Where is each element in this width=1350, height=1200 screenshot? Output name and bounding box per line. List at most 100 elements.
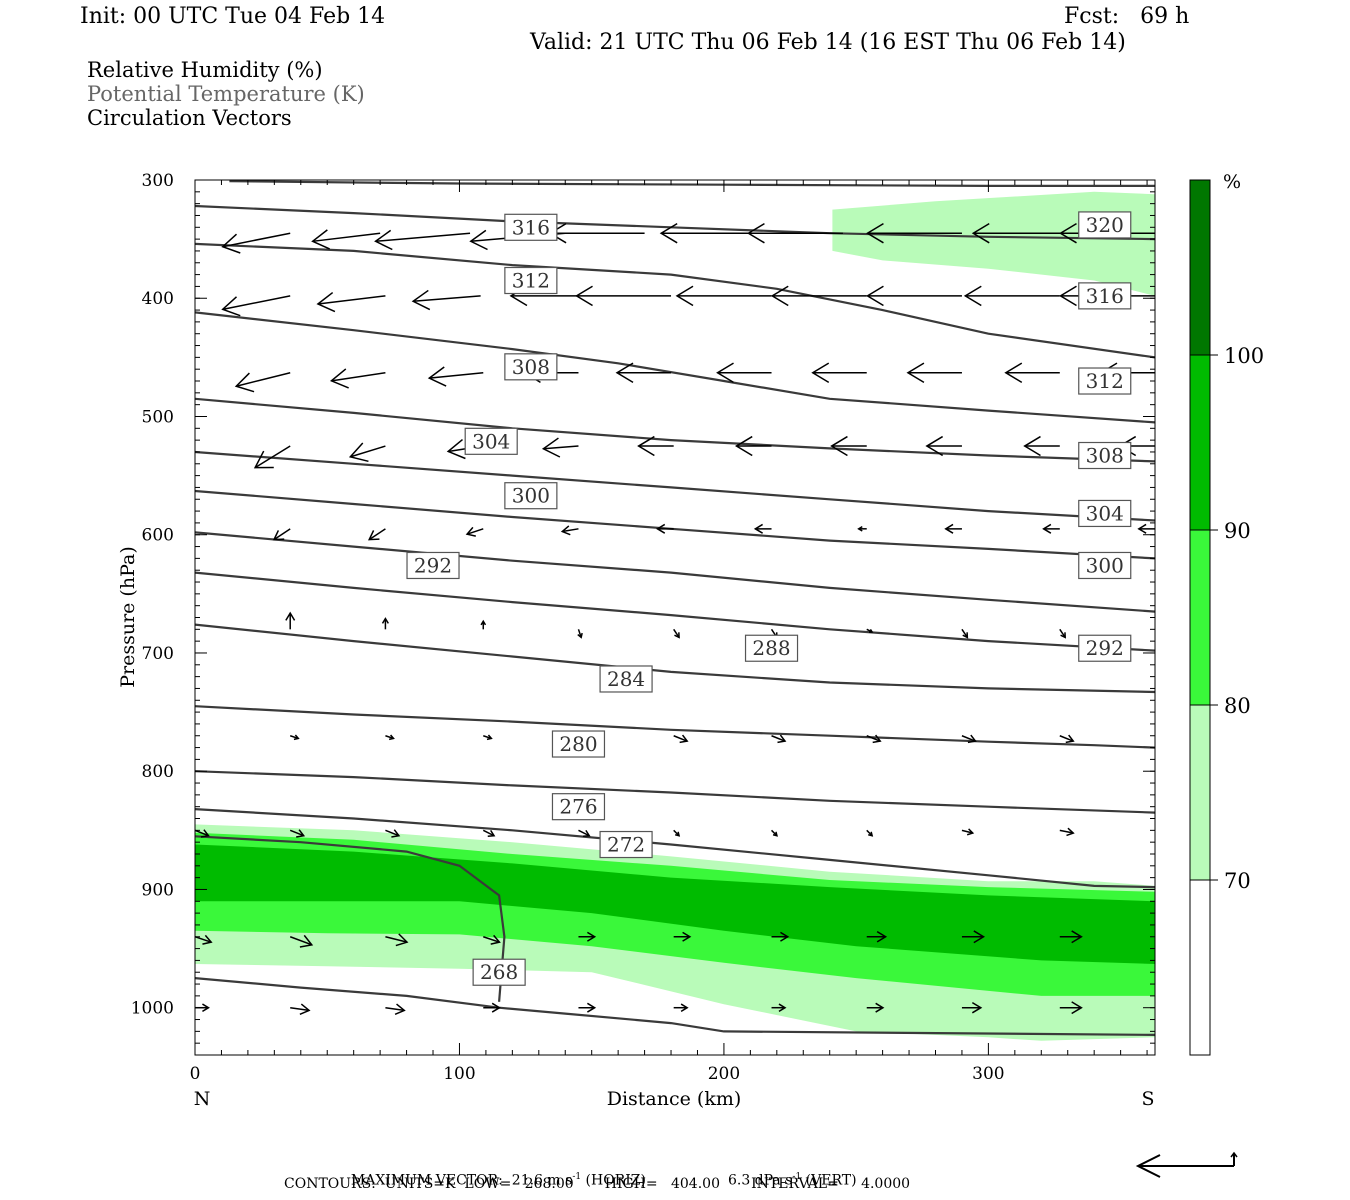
max-vector-horiz-value: MAXIMUM VECTOR: 21.6 m s (350, 1172, 573, 1189)
circulation-vector (385, 734, 395, 741)
contour-label: 276 (551, 793, 606, 821)
circulation-vector (866, 734, 882, 744)
circulation-vector (746, 222, 843, 244)
colorbar-label: 80 (1224, 694, 1251, 718)
svg-text:308: 308 (1086, 444, 1124, 468)
valid-time: Valid: 21 UTC Thu 06 Feb 14 (16 EST Thu … (530, 30, 1126, 55)
circulation-vector (961, 734, 977, 744)
svg-text:320: 320 (1086, 213, 1124, 237)
contour-label: 308 (504, 353, 558, 381)
circulation-vector (411, 289, 481, 311)
circulation-vector (221, 295, 291, 317)
forecast-hour: Fcst: 69 h (1064, 4, 1190, 29)
circulation-vector (865, 222, 962, 244)
circulation-vector (906, 362, 962, 383)
contour-label: 308 (1078, 441, 1132, 470)
theta-contour-272 (195, 808, 1155, 889)
svg-text:292: 292 (414, 553, 452, 577)
circulation-vector (577, 629, 583, 639)
svg-text:304: 304 (472, 429, 510, 453)
svg-text:284: 284 (607, 667, 645, 691)
circulation-vector (866, 931, 888, 943)
circulation-vector (285, 611, 296, 630)
circulation-vector (289, 734, 300, 741)
colorbar-segment (1189, 879, 1211, 1056)
circulation-vector (385, 1003, 406, 1015)
circulation-vector (1059, 628, 1067, 639)
circulation-vector (482, 829, 496, 837)
circulation-vector (961, 828, 975, 836)
circulation-vector (195, 934, 213, 945)
contour-label: 316 (1078, 282, 1132, 310)
y-tick-label: 1000 (131, 999, 174, 1019)
end-label-north: N (194, 1088, 211, 1110)
circulation-vector (289, 829, 306, 838)
circulation-vector (944, 523, 962, 534)
contour-label: 300 (1078, 551, 1132, 580)
circulation-vector (866, 628, 874, 634)
circulation-vector (560, 525, 579, 536)
circulation-vector (368, 528, 386, 541)
y-axis-label: Pressure (hPa) (117, 546, 139, 688)
circulation-vector (234, 372, 291, 393)
circulation-vector (1023, 435, 1060, 457)
circulation-vector (770, 285, 867, 307)
circulation-vector (316, 291, 386, 313)
theta-contour-268 (195, 835, 506, 1002)
circulation-vector (578, 931, 597, 942)
colorbar-label: 70 (1224, 869, 1251, 893)
y-tick-label: 800 (142, 762, 174, 782)
circulation-vector (385, 829, 401, 838)
svg-text:300: 300 (1086, 553, 1124, 577)
svg-text:304: 304 (1086, 501, 1124, 525)
theta-contour-284 (195, 623, 1155, 694)
circulation-vector (857, 525, 867, 532)
circulation-vector (673, 734, 689, 744)
init-time: Init: 00 UTC Tue 04 Feb 14 (80, 4, 386, 29)
y-tick-label: 900 (142, 880, 174, 900)
svg-text:292: 292 (1086, 636, 1124, 660)
x-tick-label: 0 (190, 1064, 201, 1084)
max-vector-horiz-unit: (HORIZ) (581, 1172, 646, 1189)
rh-region-70 (832, 191, 1155, 296)
circulation-vector (385, 933, 409, 947)
svg-text:316: 316 (1086, 284, 1124, 308)
contour-label: 280 (551, 730, 606, 758)
circulation-vector (866, 829, 874, 837)
circulation-vector (673, 931, 692, 942)
y-tick-label: 700 (142, 644, 174, 664)
circulation-vector (381, 617, 389, 630)
reference-vector (1135, 1151, 1238, 1178)
circulation-vector (541, 437, 579, 458)
colorbar-segment (1189, 704, 1211, 881)
contour-label: 292 (406, 551, 460, 580)
theta-contour-292 (195, 531, 1155, 613)
circulation-vector (771, 734, 787, 744)
max-vector-vert-value: 6.3 dPa s (727, 1172, 793, 1189)
circulation-vector (465, 526, 484, 537)
colorbar-segment (1189, 179, 1211, 356)
circulation-vector (673, 1003, 689, 1012)
y-tick-label: 400 (142, 289, 174, 309)
colorbar-label: 90 (1224, 519, 1251, 543)
circulation-vector (483, 1002, 501, 1013)
svg-text:268: 268 (480, 960, 518, 984)
field-label-vectors: Circulation Vectors (87, 106, 292, 130)
circulation-vector (656, 523, 674, 534)
circulation-vector (925, 435, 962, 457)
end-label-south: S (1141, 1088, 1154, 1110)
footer-max-vector: MAXIMUM VECTOR: 21.6 m s-1 (HORIZ) 6.3 dP… (350, 1172, 857, 1189)
theta-contour-280 (195, 705, 1155, 749)
circulation-vector (770, 829, 778, 837)
theta-contour-300 (195, 489, 1155, 560)
circulation-vector (253, 445, 291, 469)
theta-contour-312 (195, 311, 1155, 424)
contour-label: 272 (599, 830, 653, 859)
circulation-vector (716, 362, 772, 383)
circulation-vector (615, 362, 672, 383)
theta-contour-304 (195, 450, 1155, 522)
circulation-vector (971, 222, 1068, 244)
circulation-vector (1059, 930, 1083, 944)
contour-label: 288 (744, 634, 799, 662)
circulation-vector (221, 232, 291, 254)
